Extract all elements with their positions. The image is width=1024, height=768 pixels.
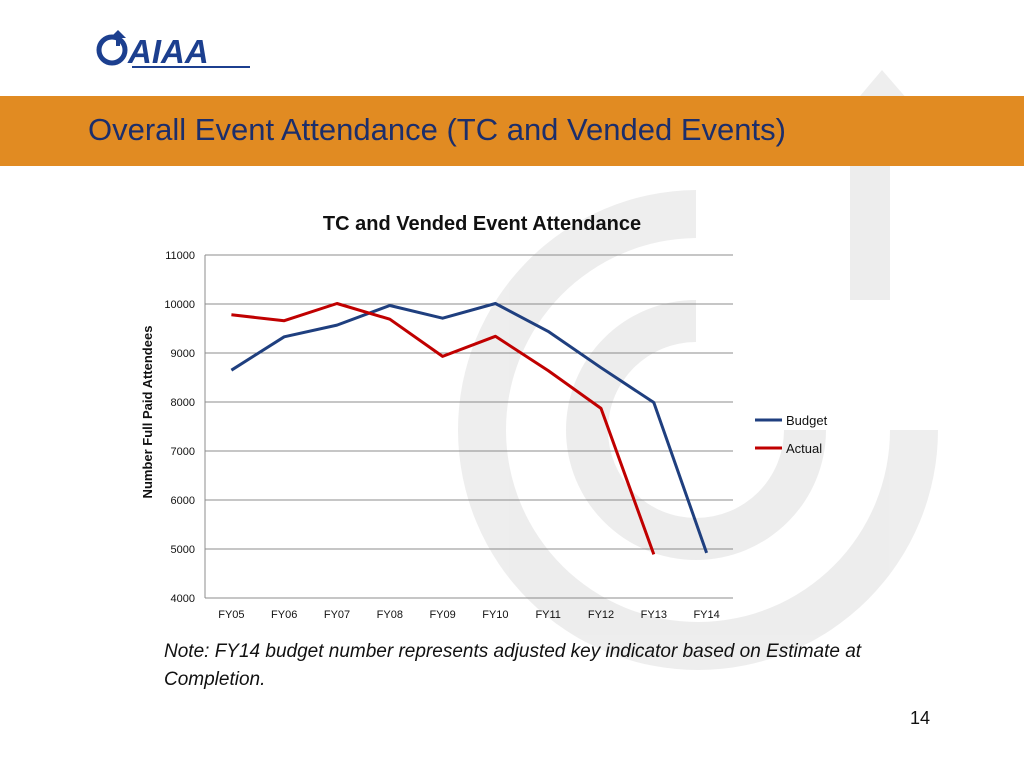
chart-title: TC and Vended Event Attendance bbox=[323, 213, 641, 235]
y-tick-label: 8000 bbox=[171, 397, 195, 409]
y-tick-labels: 4000 5000 6000 7000 8000 9000 10000 11000 bbox=[164, 250, 195, 605]
y-tick-label: 10000 bbox=[164, 299, 195, 311]
x-tick-label: FY13 bbox=[641, 609, 667, 621]
logo-text: AIAA bbox=[127, 33, 209, 70]
x-tick-labels: FY05 FY06 FY07 FY08 FY09 FY10 FY11 FY12 FY13 FY14 bbox=[218, 609, 719, 621]
y-tick-label: 5000 bbox=[171, 544, 195, 556]
x-tick-label: FY11 bbox=[535, 609, 560, 621]
gridlines bbox=[204, 254, 733, 599]
header-band bbox=[0, 96, 1024, 166]
attendance-line-chart: TC and Vended Event Attendance 4000 5000 6… bbox=[140, 213, 828, 621]
aiaa-logo: AIAA bbox=[96, 26, 256, 70]
series-line-actual bbox=[231, 302, 656, 555]
slide-title: Overall Event Attendance (TC and Vended … bbox=[88, 112, 786, 147]
aiaa-logo-icon: AIAA bbox=[96, 30, 250, 70]
legend-label-budget: Budget bbox=[786, 413, 828, 428]
x-tick-label: FY10 bbox=[482, 609, 508, 621]
y-tick-label: 11000 bbox=[165, 250, 195, 262]
y-tick-label: 7000 bbox=[171, 446, 195, 458]
x-tick-label: FY09 bbox=[429, 609, 455, 621]
legend: Budget Actual bbox=[755, 413, 828, 456]
y-axis-label: Number Full Paid Attendees bbox=[140, 326, 155, 499]
series-line-budget bbox=[230, 302, 709, 554]
series-lines bbox=[230, 302, 709, 555]
footnote: Note: FY14 budget number represents adju… bbox=[164, 641, 862, 690]
x-tick-label: FY14 bbox=[693, 609, 719, 621]
x-tick-label: FY05 bbox=[218, 609, 244, 621]
y-tick-label: 4000 bbox=[171, 593, 195, 605]
legend-label-actual: Actual bbox=[786, 441, 822, 456]
y-tick-label: 6000 bbox=[171, 495, 195, 507]
x-tick-label: FY08 bbox=[377, 609, 403, 621]
x-tick-label: FY12 bbox=[588, 609, 614, 621]
y-tick-label: 9000 bbox=[171, 348, 195, 360]
page-number: 14 bbox=[910, 708, 931, 728]
x-tick-label: FY06 bbox=[271, 609, 297, 621]
x-tick-label: FY07 bbox=[324, 609, 350, 621]
